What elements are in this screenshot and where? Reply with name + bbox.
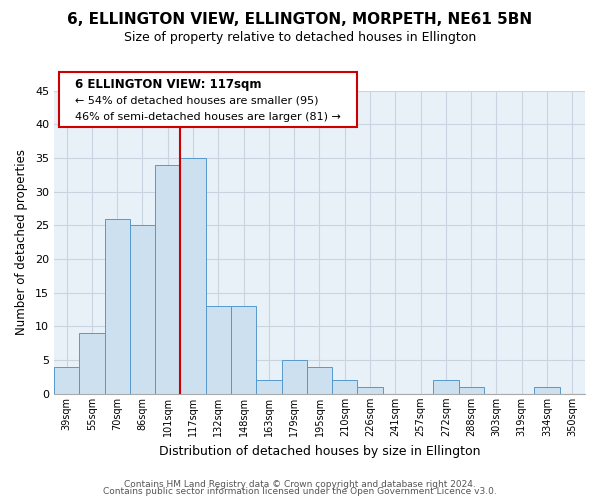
Bar bbox=[281, 360, 307, 394]
Bar bbox=[130, 226, 155, 394]
Text: Contains public sector information licensed under the Open Government Licence v3: Contains public sector information licen… bbox=[103, 487, 497, 496]
Bar bbox=[458, 387, 484, 394]
Bar bbox=[358, 387, 383, 394]
Bar bbox=[307, 367, 332, 394]
Bar bbox=[54, 367, 79, 394]
Y-axis label: Number of detached properties: Number of detached properties bbox=[15, 149, 28, 335]
Bar bbox=[256, 380, 281, 394]
X-axis label: Distribution of detached houses by size in Ellington: Distribution of detached houses by size … bbox=[159, 444, 480, 458]
Bar bbox=[181, 158, 206, 394]
Bar bbox=[79, 333, 104, 394]
FancyBboxPatch shape bbox=[59, 72, 356, 127]
Text: ← 54% of detached houses are smaller (95): ← 54% of detached houses are smaller (95… bbox=[75, 95, 319, 105]
Text: Size of property relative to detached houses in Ellington: Size of property relative to detached ho… bbox=[124, 31, 476, 44]
Text: Contains HM Land Registry data © Crown copyright and database right 2024.: Contains HM Land Registry data © Crown c… bbox=[124, 480, 476, 489]
Bar bbox=[332, 380, 358, 394]
Bar bbox=[206, 306, 231, 394]
Bar bbox=[535, 387, 560, 394]
Bar bbox=[104, 218, 130, 394]
Bar bbox=[231, 306, 256, 394]
Bar bbox=[433, 380, 458, 394]
Text: 6, ELLINGTON VIEW, ELLINGTON, MORPETH, NE61 5BN: 6, ELLINGTON VIEW, ELLINGTON, MORPETH, N… bbox=[67, 12, 533, 28]
Bar bbox=[155, 164, 181, 394]
Text: 6 ELLINGTON VIEW: 117sqm: 6 ELLINGTON VIEW: 117sqm bbox=[75, 78, 262, 92]
Text: 46% of semi-detached houses are larger (81) →: 46% of semi-detached houses are larger (… bbox=[75, 112, 341, 122]
